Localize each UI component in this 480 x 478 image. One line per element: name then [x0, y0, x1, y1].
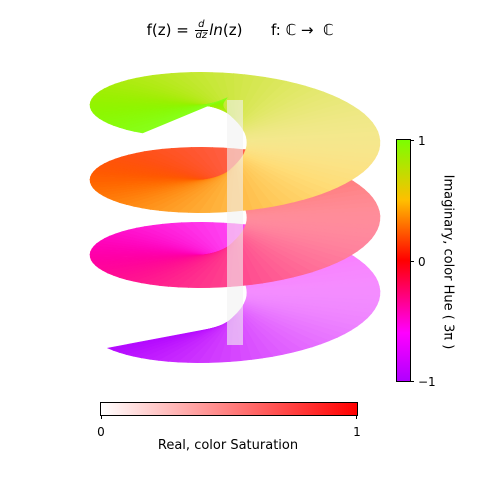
saturation-tick-mark — [356, 415, 357, 419]
hue-colorbar-label: Imaginary, color Hue ( 3π ) — [440, 174, 456, 350]
surface-facet — [133, 97, 228, 134]
saturation-colorbar-label: Real, color Saturation — [157, 438, 299, 453]
hue-tick-label: −1 — [418, 375, 436, 389]
title-prefix: f(z) = — [146, 21, 194, 39]
title-derivative: d dz — [194, 20, 209, 41]
saturation-colorbar — [100, 402, 358, 416]
hue-tick-mark — [410, 381, 414, 382]
hue-colorbar — [396, 139, 411, 382]
hue-tick-label: 0 — [418, 255, 426, 269]
title-numerator: d — [194, 20, 209, 31]
helix-axis-column — [227, 100, 243, 345]
saturation-tick-label: 1 — [353, 425, 361, 439]
title-denominator: dz — [195, 30, 208, 41]
saturation-tick-label: 0 — [97, 425, 105, 439]
hue-tick-label: 1 — [418, 134, 426, 148]
chart-title: f(z) = d dz ln(z) f: ℂ → ℂ — [0, 20, 480, 41]
saturation-tick-mark — [101, 415, 102, 419]
title-mapping: f: ℂ → ℂ — [271, 21, 334, 39]
title-function: ln — [209, 21, 223, 39]
hue-tick-mark — [410, 261, 414, 262]
title-argument: (z) — [222, 21, 243, 39]
hue-tick-mark — [410, 140, 414, 141]
